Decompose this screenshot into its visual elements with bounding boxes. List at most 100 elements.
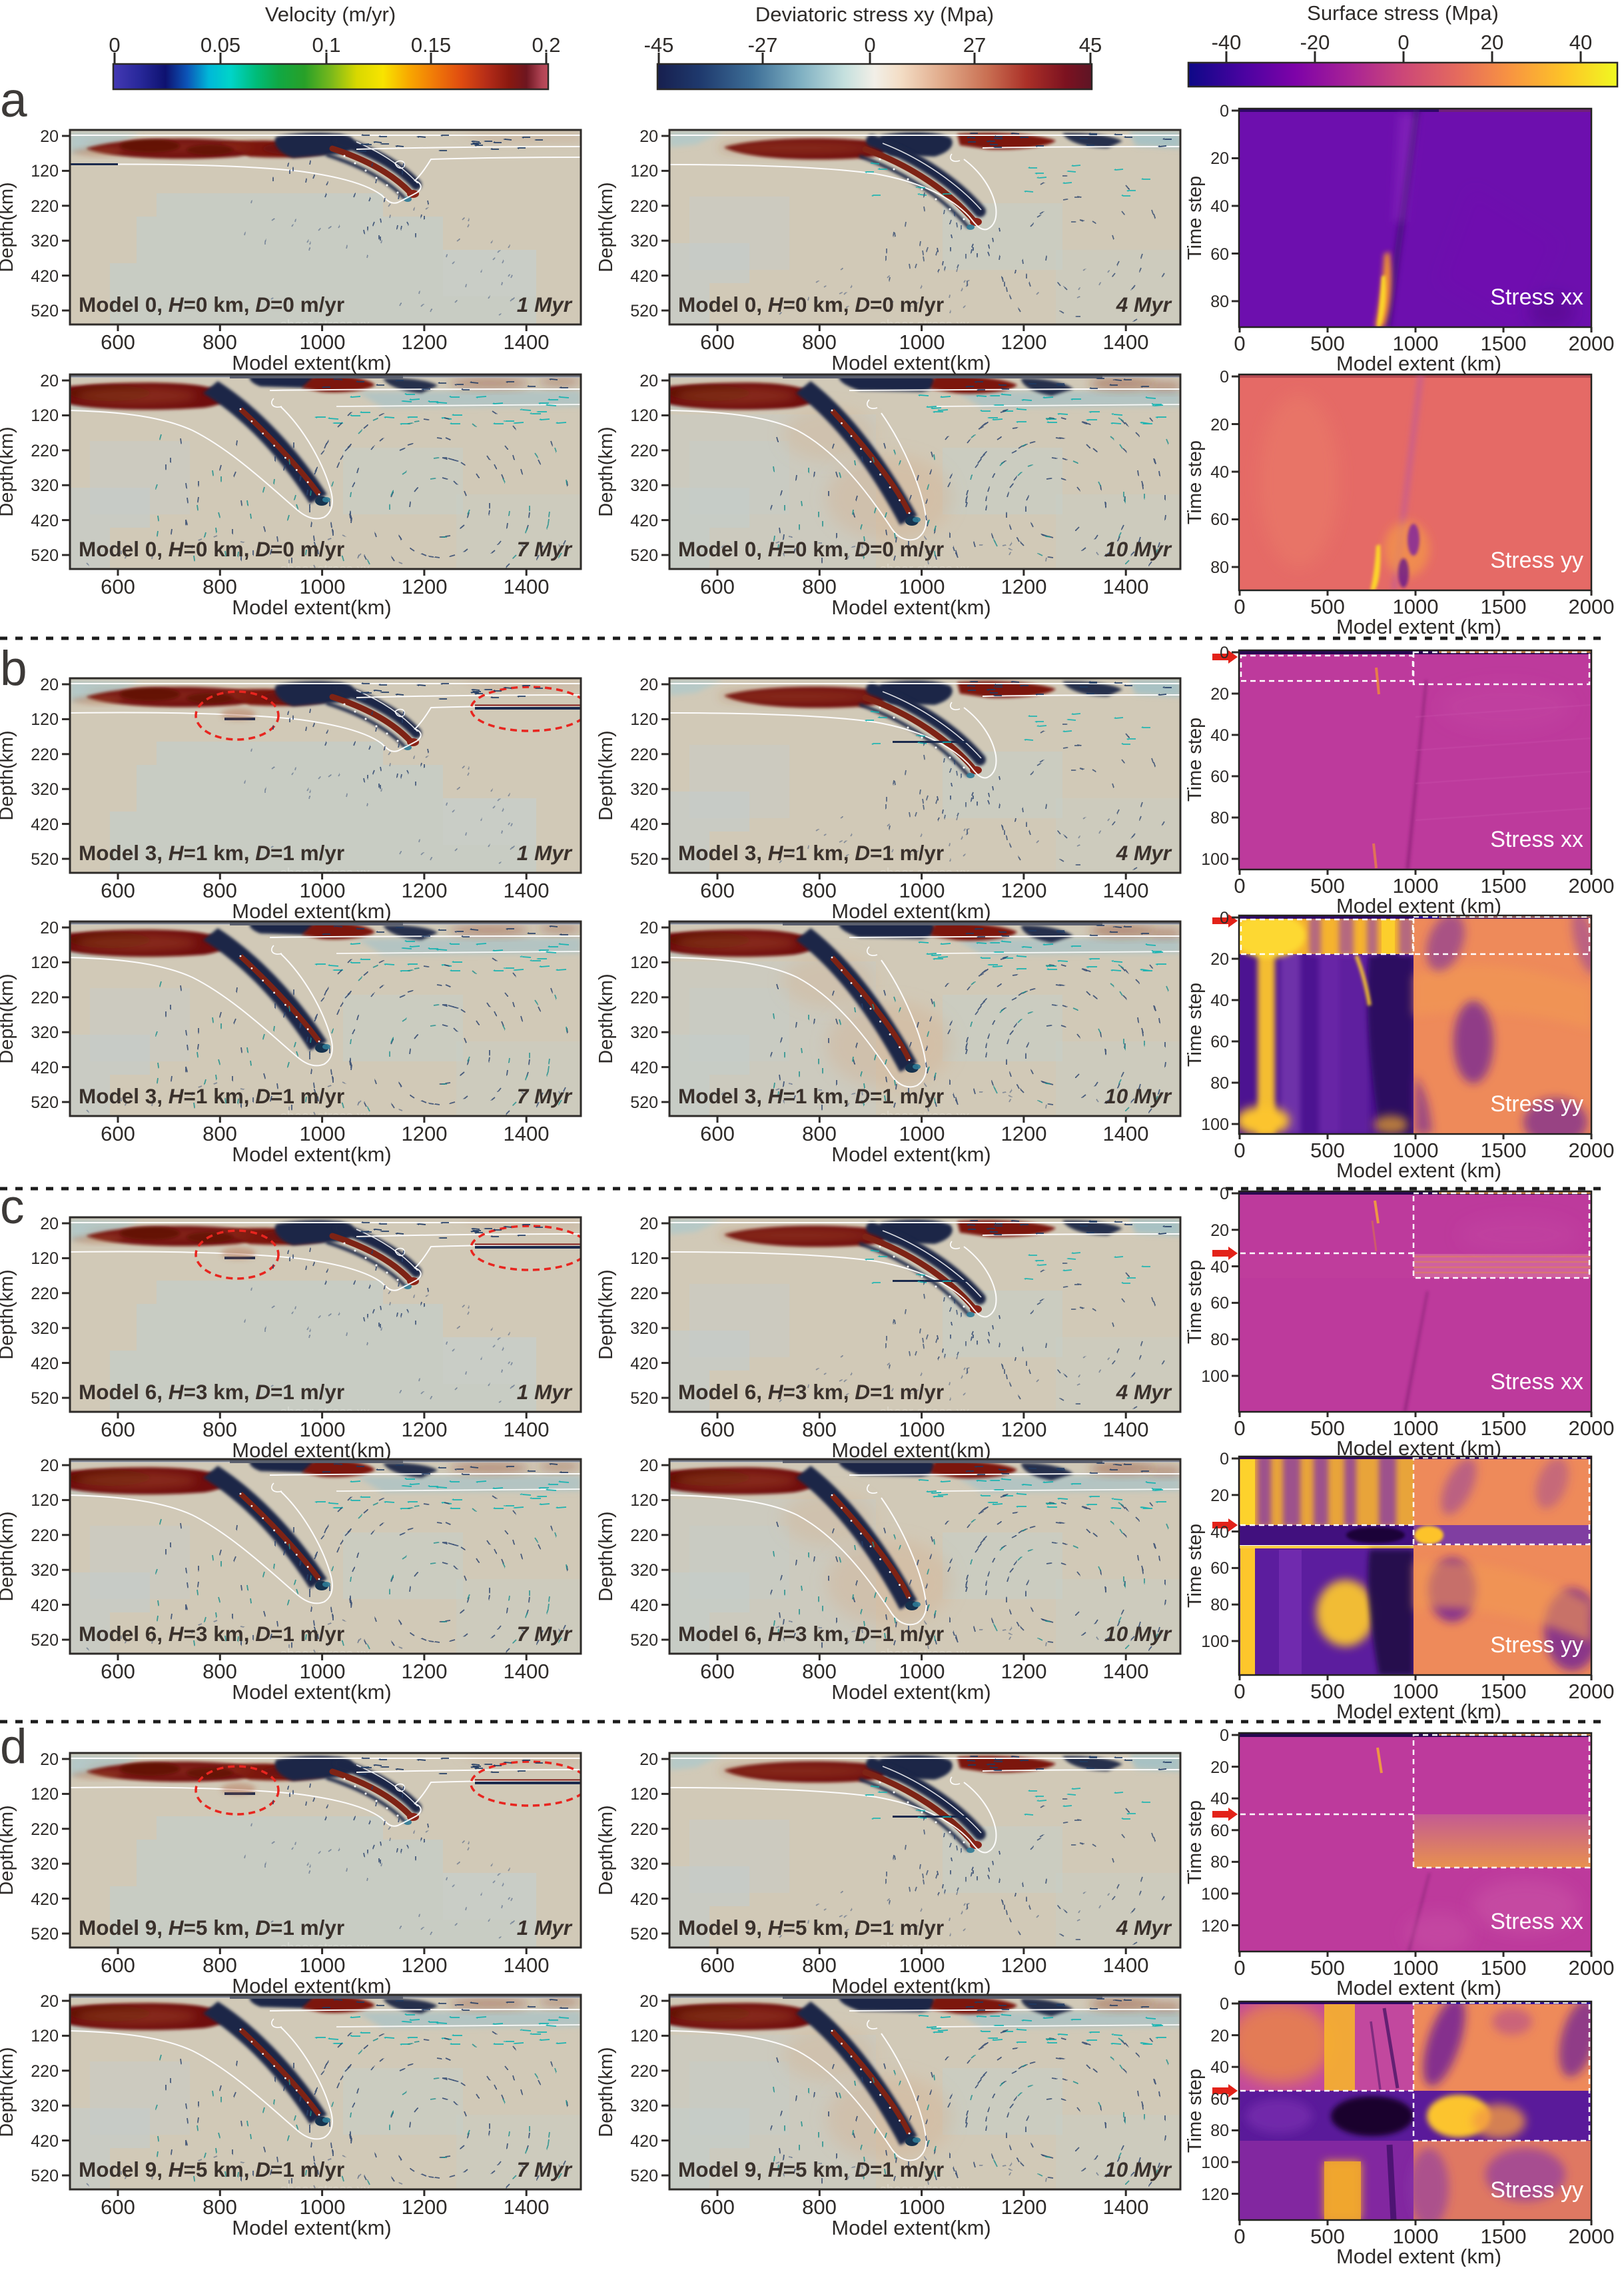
svg-text:0: 0: [1220, 1450, 1229, 1468]
svg-text:Depth(km): Depth(km): [596, 182, 617, 272]
svg-text:40: 40: [1210, 463, 1229, 482]
svg-text:2000: 2000: [1569, 332, 1615, 355]
svg-text:220: 220: [630, 1285, 658, 1303]
svg-text:20: 20: [639, 372, 658, 390]
svg-text:Model 9, H=5 km, D=1 m/yr: Model 9, H=5 km, D=1 m/yr: [79, 2157, 344, 2181]
svg-text:Model extent(km): Model extent(km): [232, 596, 391, 619]
svg-text:520: 520: [31, 546, 59, 565]
svg-text:20: 20: [1210, 1486, 1229, 1505]
svg-text:800: 800: [802, 330, 837, 354]
svg-text:0: 0: [864, 33, 875, 57]
svg-text:Model 6, H=3 km, D=1 m/yr: Model 6, H=3 km, D=1 m/yr: [678, 1622, 944, 1646]
svg-text:Model 0, H=0 km, D=0 m/yr: Model 0, H=0 km, D=0 m/yr: [678, 537, 944, 561]
svg-text:10 Myr: 10 Myr: [1104, 537, 1172, 561]
svg-text:27: 27: [963, 33, 986, 57]
svg-text:100: 100: [1201, 1367, 1229, 1386]
svg-text:Velocity (m/yr): Velocity (m/yr): [265, 3, 396, 26]
svg-text:1400: 1400: [504, 1954, 550, 1977]
svg-text:40: 40: [1569, 31, 1592, 54]
svg-text:Model extent (km): Model extent (km): [1336, 1700, 1501, 1723]
svg-text:0: 0: [1220, 1995, 1229, 2013]
svg-text:1000: 1000: [300, 1418, 346, 1441]
svg-text:Model 0, H=0 km, D=0 m/yr: Model 0, H=0 km, D=0 m/yr: [79, 537, 344, 561]
svg-text:600: 600: [700, 575, 735, 598]
svg-text:1200: 1200: [402, 330, 448, 354]
svg-text:1200: 1200: [402, 575, 448, 598]
svg-text:520: 520: [31, 1093, 59, 1112]
svg-text:Model extent(km): Model extent(km): [831, 1143, 991, 1166]
svg-text:Depth(km): Depth(km): [596, 2047, 617, 2137]
svg-text:0: 0: [1234, 2225, 1245, 2248]
svg-text:shear stress xx: shear stress xx: [880, 1647, 969, 1662]
svg-text:520: 520: [630, 1925, 658, 1944]
svg-text:4 Myr: 4 Myr: [1116, 292, 1172, 316]
svg-text:20: 20: [1481, 31, 1503, 54]
svg-text:100: 100: [1201, 1885, 1229, 1904]
svg-text:40: 40: [1210, 726, 1229, 745]
svg-text:800: 800: [203, 1418, 237, 1441]
svg-text:420: 420: [630, 1355, 658, 1373]
svg-text:0: 0: [1220, 909, 1229, 927]
svg-text:1400: 1400: [504, 330, 550, 354]
svg-text:120: 120: [31, 2027, 59, 2045]
svg-text:Depth(km): Depth(km): [0, 1511, 17, 1601]
svg-text:1000: 1000: [899, 2195, 945, 2219]
svg-text:shear stress xx: shear stress xx: [280, 2183, 370, 2197]
svg-text:0: 0: [1234, 874, 1245, 897]
svg-text:1000: 1000: [1393, 874, 1439, 897]
svg-text:0.2: 0.2: [532, 33, 560, 57]
svg-text:520: 520: [630, 1631, 658, 1650]
svg-text:320: 320: [630, 1855, 658, 1874]
svg-text:500: 500: [1310, 1417, 1345, 1440]
svg-text:120: 120: [1201, 1917, 1229, 1936]
svg-text:Model 6, H=3 km, D=1 m/yr: Model 6, H=3 km, D=1 m/yr: [79, 1622, 344, 1646]
svg-text:-40: -40: [1212, 31, 1242, 54]
svg-text:220: 220: [630, 746, 658, 764]
svg-text:40: 40: [1210, 2058, 1229, 2077]
svg-text:120: 120: [630, 1249, 658, 1268]
svg-text:Model extent(km): Model extent(km): [831, 596, 991, 619]
svg-text:320: 320: [31, 1023, 59, 1042]
svg-text:520: 520: [630, 2167, 658, 2185]
svg-text:120: 120: [1201, 2185, 1229, 2204]
svg-text:320: 320: [31, 1561, 59, 1580]
svg-text:0: 0: [1220, 1726, 1229, 1745]
svg-text:20: 20: [1210, 2027, 1229, 2045]
svg-text:500: 500: [1310, 595, 1345, 618]
svg-text:0.1: 0.1: [312, 33, 340, 57]
svg-text:120: 120: [630, 162, 658, 181]
svg-text:Model 9, H=5 km, D=1 m/yr: Model 9, H=5 km, D=1 m/yr: [678, 1916, 944, 1940]
svg-text:500: 500: [1310, 874, 1345, 897]
svg-text:600: 600: [700, 2195, 735, 2219]
svg-text:20: 20: [1210, 950, 1229, 969]
svg-text:2000: 2000: [1569, 874, 1615, 897]
svg-text:Depth(km): Depth(km): [596, 1805, 617, 1895]
svg-text:20: 20: [639, 676, 658, 694]
svg-text:520: 520: [31, 302, 59, 320]
svg-text:shear stress xx: shear stress xx: [280, 1941, 370, 1956]
svg-text:Stress xx: Stress xx: [1490, 1909, 1583, 1934]
svg-text:800: 800: [802, 1418, 837, 1441]
svg-text:Depth(km): Depth(km): [596, 730, 617, 820]
svg-text:1500: 1500: [1481, 874, 1527, 897]
svg-text:120: 120: [630, 406, 658, 425]
svg-text:20: 20: [40, 1750, 59, 1769]
svg-text:Depth(km): Depth(km): [596, 1511, 617, 1601]
svg-text:420: 420: [31, 1596, 59, 1615]
svg-text:120: 120: [630, 2027, 658, 2045]
svg-text:20: 20: [1210, 149, 1229, 168]
svg-text:40: 40: [1210, 197, 1229, 216]
svg-text:Stress xx: Stress xx: [1490, 827, 1583, 852]
svg-text:Model extent(km): Model extent(km): [232, 2216, 391, 2239]
svg-text:800: 800: [802, 575, 837, 598]
svg-text:Model 3, H=1 km, D=1 m/yr: Model 3, H=1 km, D=1 m/yr: [678, 841, 944, 865]
svg-text:60: 60: [1210, 1294, 1229, 1313]
svg-text:Depth(km): Depth(km): [596, 426, 617, 516]
svg-text:600: 600: [700, 879, 735, 902]
svg-text:1400: 1400: [1103, 879, 1149, 902]
svg-text:4 Myr: 4 Myr: [1116, 1380, 1172, 1404]
svg-text:520: 520: [630, 1093, 658, 1112]
svg-text:1000: 1000: [1393, 2225, 1439, 2248]
svg-text:520: 520: [630, 1389, 658, 1408]
svg-text:Stress yy: Stress yy: [1490, 1091, 1583, 1117]
